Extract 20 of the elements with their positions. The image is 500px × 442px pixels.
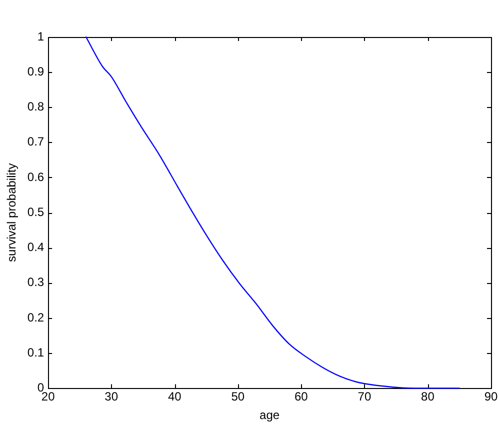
- y-tick-label: 0.9: [27, 64, 44, 78]
- y-tick-label: 0.4: [27, 240, 44, 254]
- x-tick-label: 50: [231, 390, 245, 404]
- x-axis-title: age: [260, 408, 280, 422]
- y-tick-label: 0.7: [27, 134, 44, 149]
- y-tick-label: 0.6: [27, 170, 44, 184]
- y-tick-label: 0.2: [27, 310, 44, 324]
- line-series: [85, 36, 460, 389]
- y-tick-label: 0.3: [27, 275, 44, 290]
- y-tick-label: 1: [37, 29, 44, 44]
- x-tick-label: 40: [168, 390, 182, 404]
- y-tick-label: 0.1: [27, 345, 44, 360]
- x-tick-label: 30: [104, 390, 118, 404]
- x-tick-label: 80: [421, 390, 435, 404]
- y-axis-title: survival probability: [4, 163, 19, 262]
- x-tick-label: 90: [484, 390, 498, 404]
- x-tick-label: 70: [358, 390, 372, 404]
- y-tick-label: 0.5: [27, 204, 44, 219]
- y-tick-label: 0.8: [27, 100, 44, 114]
- x-tick-label: 60: [294, 390, 308, 404]
